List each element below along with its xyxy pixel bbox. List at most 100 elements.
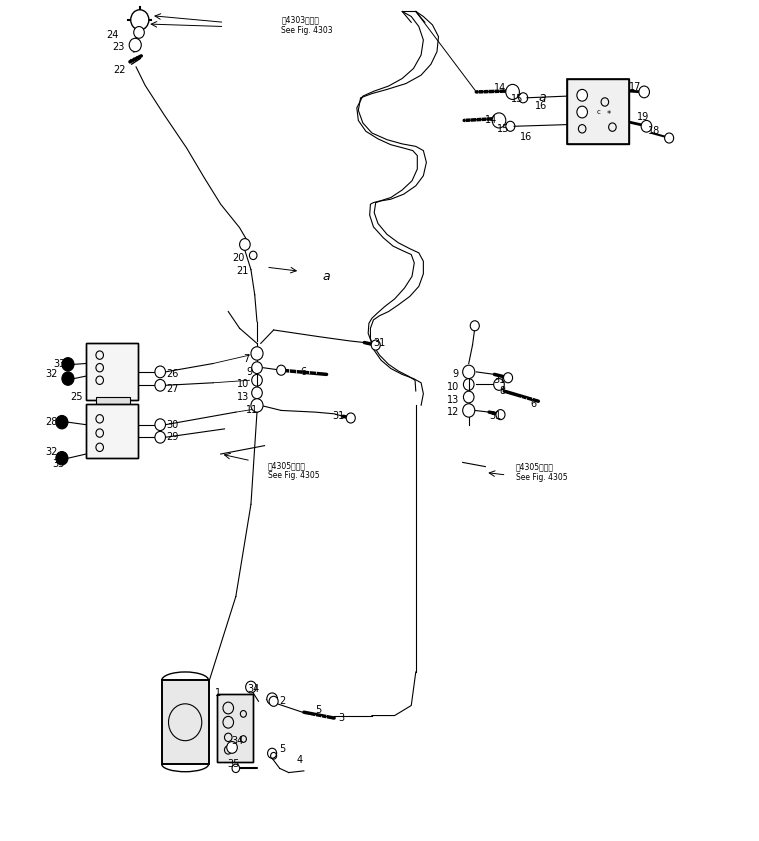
Text: 19: 19 [637, 112, 649, 122]
Bar [86, 342, 137, 399]
Circle shape [240, 239, 250, 251]
Text: 5: 5 [315, 705, 322, 715]
Circle shape [155, 431, 165, 443]
Text: a: a [538, 92, 546, 104]
Text: 9: 9 [247, 367, 253, 377]
Text: 8: 8 [499, 386, 505, 396]
Text: 6: 6 [531, 399, 537, 409]
Text: 27: 27 [166, 383, 179, 394]
Text: 32: 32 [46, 369, 58, 379]
Text: a: a [323, 270, 330, 283]
Text: 23: 23 [112, 43, 124, 52]
Bar [567, 78, 629, 144]
Circle shape [496, 410, 505, 420]
Circle shape [62, 357, 74, 371]
Text: *: * [606, 110, 611, 119]
Circle shape [463, 404, 475, 417]
Text: 14: 14 [484, 115, 496, 125]
Bar [86, 404, 137, 458]
Text: 21: 21 [236, 267, 249, 277]
Text: 33: 33 [52, 459, 65, 469]
Circle shape [346, 413, 355, 423]
Circle shape [155, 366, 165, 378]
Circle shape [155, 379, 165, 391]
Text: 31: 31 [373, 337, 386, 347]
Circle shape [577, 89, 587, 101]
Text: 第4305図参照
See Fig. 4305: 第4305図参照 See Fig. 4305 [268, 461, 320, 480]
Text: 35: 35 [227, 759, 240, 770]
Text: 11: 11 [246, 405, 259, 415]
Circle shape [227, 742, 238, 754]
Text: 26: 26 [166, 369, 178, 379]
Text: 6: 6 [300, 367, 306, 377]
Text: 31: 31 [489, 411, 502, 421]
Circle shape [371, 340, 380, 350]
Text: 22: 22 [114, 65, 126, 75]
Text: 13: 13 [237, 392, 250, 402]
Text: 18: 18 [648, 126, 660, 136]
Circle shape [639, 86, 650, 98]
Bar [217, 694, 254, 763]
Text: 31: 31 [332, 411, 345, 421]
Circle shape [252, 362, 263, 373]
Text: 16: 16 [535, 101, 547, 111]
Text: 20: 20 [232, 253, 245, 263]
Circle shape [56, 452, 68, 465]
Circle shape [493, 378, 504, 390]
Circle shape [251, 346, 263, 360]
Text: 31: 31 [493, 375, 505, 385]
Circle shape [267, 693, 277, 705]
Text: 10: 10 [237, 379, 250, 389]
Bar [86, 342, 137, 399]
Circle shape [131, 10, 149, 30]
Text: 25: 25 [71, 392, 83, 402]
Circle shape [505, 84, 519, 99]
Bar [217, 694, 254, 763]
Text: c: c [597, 109, 600, 115]
Text: 30: 30 [166, 420, 178, 430]
Circle shape [62, 372, 74, 385]
Text: 第4305図参照
See Fig. 4305: 第4305図参照 See Fig. 4305 [515, 463, 567, 482]
Circle shape [155, 419, 165, 431]
Bar [96, 397, 130, 404]
Text: 24: 24 [106, 30, 118, 40]
Text: 9: 9 [453, 369, 459, 379]
Text: 33: 33 [53, 358, 66, 368]
Text: 32: 32 [46, 447, 58, 458]
Circle shape [134, 27, 144, 39]
Circle shape [463, 365, 475, 378]
Bar [162, 680, 209, 764]
Circle shape [246, 681, 257, 693]
Text: 28: 28 [46, 417, 58, 427]
Text: 13: 13 [446, 394, 459, 405]
Text: 34: 34 [247, 684, 260, 694]
Circle shape [251, 399, 263, 412]
Text: 14: 14 [494, 82, 506, 93]
Text: 17: 17 [629, 82, 641, 92]
Circle shape [129, 39, 141, 51]
Text: 2: 2 [279, 696, 286, 706]
Bar [86, 404, 137, 458]
Circle shape [641, 120, 652, 132]
Text: 4: 4 [296, 755, 302, 765]
Circle shape [269, 696, 278, 706]
Text: 15: 15 [497, 124, 509, 134]
Bar [567, 78, 629, 144]
Text: 16: 16 [520, 132, 532, 142]
Text: 7: 7 [243, 354, 250, 364]
Text: 5: 5 [279, 744, 286, 754]
Text: 12: 12 [446, 407, 459, 417]
Circle shape [276, 365, 285, 375]
Circle shape [665, 133, 674, 143]
Circle shape [464, 391, 474, 403]
Text: 15: 15 [511, 93, 523, 103]
Text: 29: 29 [166, 432, 178, 442]
Text: 3: 3 [338, 713, 344, 723]
Circle shape [492, 113, 505, 128]
Text: 1: 1 [215, 688, 221, 698]
Text: 10: 10 [446, 382, 459, 392]
Circle shape [232, 764, 240, 773]
Circle shape [252, 387, 263, 399]
Circle shape [56, 415, 68, 429]
Circle shape [471, 320, 480, 331]
